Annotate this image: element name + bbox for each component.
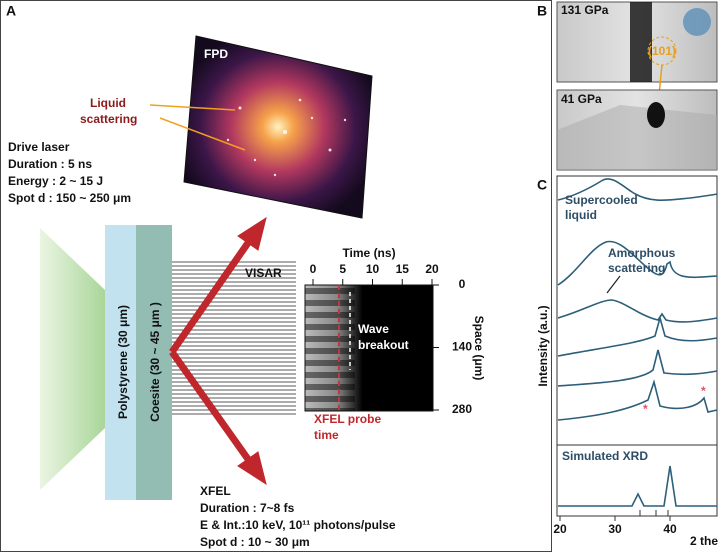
text-line: Duration : 7~8 fs xyxy=(200,501,295,515)
annotation: scattering xyxy=(608,261,665,275)
xrd-curves xyxy=(557,178,718,507)
tick-label: 0 xyxy=(310,262,317,276)
xfel-beam xyxy=(169,216,267,486)
visar-label: VISAR xyxy=(245,266,282,280)
tick-label: 10 xyxy=(366,262,380,276)
tick-label: 20 xyxy=(553,522,567,536)
coesite-layer xyxy=(136,225,172,500)
text-line: Duration : 5 ns xyxy=(8,157,92,171)
pointer xyxy=(149,104,236,111)
detector xyxy=(183,35,373,219)
tick-label: 40 xyxy=(663,522,677,536)
layer-label: Coesite (30 ~ 45 μm ) xyxy=(148,302,162,422)
annotation: time xyxy=(314,428,339,442)
icon xyxy=(683,8,711,36)
image-label: 41 GPa xyxy=(561,92,602,106)
image-label: 131 GPa xyxy=(561,3,609,17)
pointer xyxy=(606,275,621,294)
heading: XFEL xyxy=(200,484,231,498)
plot-frame xyxy=(556,175,718,517)
diffraction-spots xyxy=(226,98,347,177)
tick-label: 20 xyxy=(425,262,439,276)
beam-spot xyxy=(647,102,665,128)
axis-title: Time (ns) xyxy=(342,246,395,260)
shadow xyxy=(630,2,652,82)
text-line: Spot d : 10 ~ 30 μm xyxy=(200,535,310,549)
annotation: (101) xyxy=(648,44,676,58)
axis-title: Intensity (a.u.) xyxy=(536,305,550,386)
annotation: scattering xyxy=(80,112,137,126)
tick-label: 15 xyxy=(396,262,410,276)
panel-label: A xyxy=(6,3,16,19)
tick-label: 280 xyxy=(452,402,472,416)
panel-label: B xyxy=(537,3,547,19)
annotation: Liquid xyxy=(90,96,126,110)
detector-label: FPD xyxy=(204,47,228,61)
panel-label: C xyxy=(537,177,547,193)
annotation: Simulated XRD xyxy=(562,449,648,463)
annotation: Amorphous xyxy=(608,246,676,260)
heading: Drive laser xyxy=(8,140,70,154)
pointer xyxy=(159,117,246,151)
marker: * xyxy=(643,402,648,416)
tick-label: 140 xyxy=(452,340,472,354)
tick-label: 0 xyxy=(459,277,466,291)
marker: * xyxy=(701,384,706,398)
axis-title: Space (μm) xyxy=(472,316,486,381)
tick-label: 5 xyxy=(339,262,346,276)
polystyrene-layer xyxy=(105,225,136,500)
text-line: Energy : 2 ~ 15 J xyxy=(8,174,103,188)
text-line: E & Int.:10 keV, 10¹¹ photons/pulse xyxy=(200,518,396,532)
tick-label: 30 xyxy=(608,522,622,536)
annotation: Wave xyxy=(358,322,389,336)
laser-beam xyxy=(40,228,105,490)
layer-label: Polystyrene (30 μm) xyxy=(116,305,130,419)
reference-ticks xyxy=(639,510,669,516)
visar-fringes xyxy=(305,285,355,411)
shade xyxy=(557,105,717,170)
axis-title: 2 the xyxy=(690,534,718,548)
annotation: breakout xyxy=(358,338,409,352)
annotation: liquid xyxy=(565,208,597,222)
text-line: Spot d : 150 ~ 250 μm xyxy=(8,191,131,205)
annotation: XFEL probe xyxy=(314,412,381,426)
annotation: Supercooled xyxy=(565,193,638,207)
